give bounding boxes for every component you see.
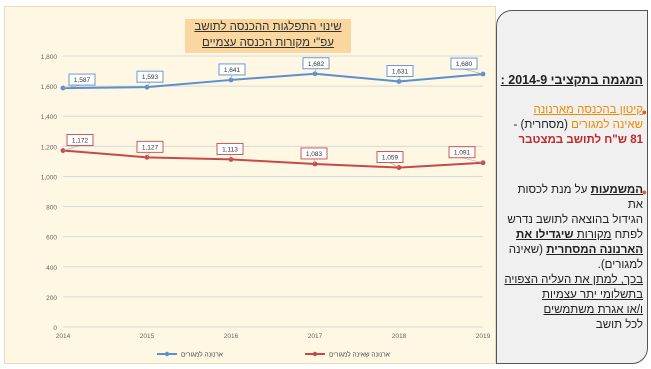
legend-label: ארנונה למגורים <box>181 351 223 359</box>
meaning-line-8: ו/או אגרת משתמשים <box>543 304 643 316</box>
meaning-rest: על מנת לכסות את <box>517 184 643 211</box>
y-tick-label: 1,800 <box>41 54 58 61</box>
label-leader <box>62 145 81 151</box>
y-tick-label: 800 <box>46 205 57 212</box>
bullet-icon: ● <box>641 107 647 117</box>
meaning-word: המשמעות <box>590 184 643 196</box>
data-label: 1,172 <box>72 138 89 145</box>
data-label: 1,113 <box>222 146 238 153</box>
y-tick-label: 1,400 <box>41 114 58 121</box>
label-leader <box>230 74 233 80</box>
x-tick-label: 2016 <box>224 333 239 340</box>
chart-panel: 0 200 400 600 800 1,000 1,200 1,400 1,600 1,800 20… <box>4 6 496 364</box>
y-tick-label: 1,200 <box>41 144 58 151</box>
data-point <box>396 165 402 170</box>
data-label-box <box>386 64 414 77</box>
label-leader <box>314 68 317 74</box>
data-label-box <box>448 146 476 159</box>
data-label: 1,682 <box>308 61 325 68</box>
series-line <box>62 149 484 169</box>
data-label-box <box>376 151 404 164</box>
label-leader <box>146 82 151 88</box>
data-label: 1,083 <box>306 151 323 158</box>
data-label-box <box>66 134 94 146</box>
meaning-line-9: לכל תושב <box>595 319 643 331</box>
x-tick-label: 2019 <box>476 333 491 340</box>
y-tick-label: 1,600 <box>41 84 58 91</box>
meaning-line-2: הגידול בהוצאה לתושב נדרש <box>507 214 643 226</box>
data-label-box <box>136 140 164 153</box>
data-label: 1,641 <box>224 67 241 74</box>
insight-point-decline: ● קיטון בהכנסה מארנונה שאינה למגורים (מס… <box>503 103 648 148</box>
data-label-box <box>450 57 478 70</box>
label-leader <box>398 76 401 82</box>
data-label-box <box>216 142 244 155</box>
meaning-line-4a: הארנונה המסחרית <box>546 244 643 256</box>
label-leader <box>229 154 232 160</box>
meaning-line-7: בתשלומי יתר עצמיות <box>542 289 643 301</box>
label-leader <box>313 158 316 165</box>
meaning-line-3a: לפתח <box>611 229 643 241</box>
data-label-box <box>136 70 164 83</box>
y-tick-label: 600 <box>46 235 57 242</box>
decline-line-2b: (מסחרית) - <box>513 119 572 131</box>
data-label: 1,091 <box>454 150 471 157</box>
bullet-icon: ● <box>641 187 647 197</box>
label-leader <box>389 162 400 168</box>
label-leader <box>461 157 484 164</box>
data-point <box>60 85 66 91</box>
chart-title: שינוי התפלגות ההכנסה לתושב <box>194 21 342 33</box>
meaning-line-6: בכך, למתן את העליה הצפויה <box>504 274 643 286</box>
meaning-line-4b: (שאינה <box>508 244 547 256</box>
y-tick-label: 0 <box>53 325 57 332</box>
chart-title-box: שינוי התפלגות ההכנסה לתושב עפ"י מקורות ה… <box>185 19 351 53</box>
x-tick-label: 2017 <box>308 333 323 340</box>
y-tick-label: 1,000 <box>41 174 58 181</box>
data-point <box>60 148 66 153</box>
legend-marker <box>312 351 318 357</box>
meaning-line-3b: מקורות <box>576 229 612 241</box>
decline-line-1: קיטון בהכנסה מארנונה <box>533 104 643 116</box>
legend-label: ארנונה שאינה למגורים <box>329 351 390 359</box>
data-label: 1,127 <box>142 144 159 151</box>
line-chart: 0 200 400 600 800 1,000 1,200 1,400 1,600 1,800 20… <box>41 54 491 359</box>
data-point <box>480 160 486 166</box>
insight-point-meaning: ● המשמעות על מנת לכסות את הגידול בהוצאה … <box>503 183 647 333</box>
y-tick-label: 200 <box>46 295 57 302</box>
data-label: 1,680 <box>456 61 473 68</box>
label-leader <box>463 68 484 75</box>
panel-heading: המגמה בתקציבי 2014-9 : <box>500 73 643 87</box>
x-tick-label: 2015 <box>140 333 155 340</box>
data-label: 1,587 <box>74 77 91 84</box>
series-line <box>62 72 484 90</box>
data-label-box <box>218 63 246 76</box>
data-label-box <box>68 73 96 86</box>
label-leader <box>62 84 83 89</box>
label-leader <box>146 152 151 158</box>
data-label-box <box>300 147 328 160</box>
x-tick-label: 2018 <box>392 333 407 340</box>
decline-line-2a: שאינה למגורים <box>571 119 643 131</box>
data-label: 1,059 <box>382 155 399 162</box>
y-tick-label: 400 <box>46 265 57 272</box>
legend-marker <box>164 351 170 357</box>
data-label: 1,631 <box>392 68 409 75</box>
insight-panel: המגמה בתקציבי 2014-9 : ● קיטון בהכנסה מא… <box>496 10 648 364</box>
decline-line-3: 81 ש"ח לתושב במצטבר <box>518 134 643 146</box>
data-label-box <box>302 57 330 70</box>
meaning-line-3c: שיגדילו את <box>516 229 577 241</box>
x-tick-label: 2014 <box>56 333 71 340</box>
data-label: 1,593 <box>142 74 159 81</box>
chart-subtitle: עפ"י מקורות הכנסה עצמיים <box>202 37 334 49</box>
meaning-line-5: למגורים). <box>597 259 643 271</box>
